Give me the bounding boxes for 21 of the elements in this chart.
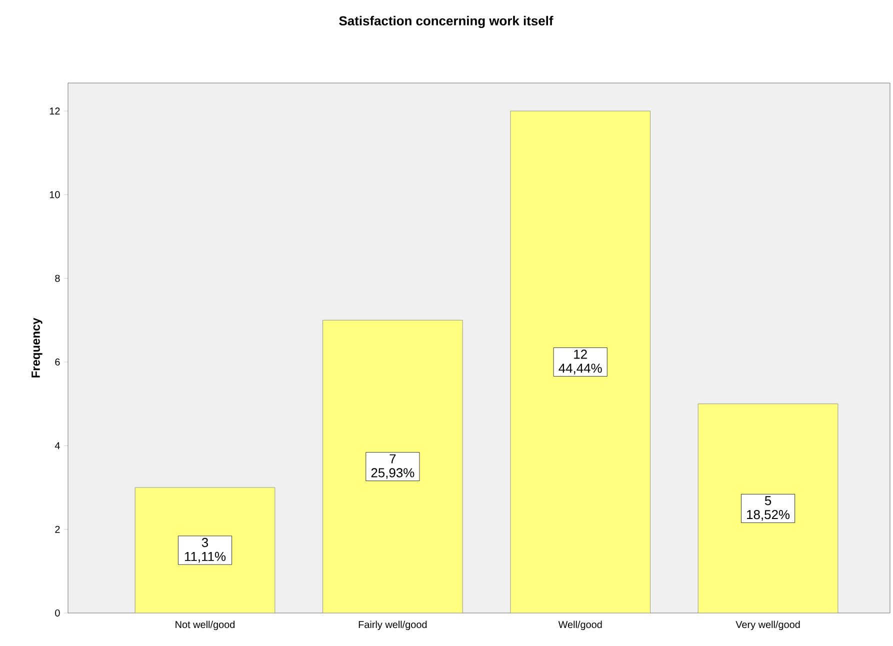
data-label: 5 18,52% [747, 496, 790, 521]
chart-title: Satisfaction concerning work itself [339, 16, 554, 28]
bar [510, 111, 650, 613]
y-tick-label: 2 [55, 526, 60, 533]
bar [134, 487, 276, 613]
y-tick-label: 10 [50, 191, 60, 198]
x-tick-label: Fairly well/good [358, 620, 427, 630]
data-label: 12 44,44% [558, 350, 602, 374]
x-tick-label: Very well/good [736, 620, 800, 630]
x-tick-label: Well/good [558, 620, 602, 630]
bar [698, 404, 838, 613]
x-tick-label: Not well/good [176, 620, 235, 630]
y-tick-label: 12 [50, 108, 60, 114]
y-tick-label: 6 [55, 358, 60, 366]
y-axis-title: Frequency [32, 318, 42, 378]
bar [322, 320, 463, 613]
data-label: 7 25,93% [371, 454, 414, 479]
y-tick-label: 8 [55, 274, 60, 282]
y-tick-label: 4 [54, 442, 60, 450]
y-tick-label: 0 [55, 609, 60, 617]
data-label: 3 11,11% [184, 538, 226, 563]
